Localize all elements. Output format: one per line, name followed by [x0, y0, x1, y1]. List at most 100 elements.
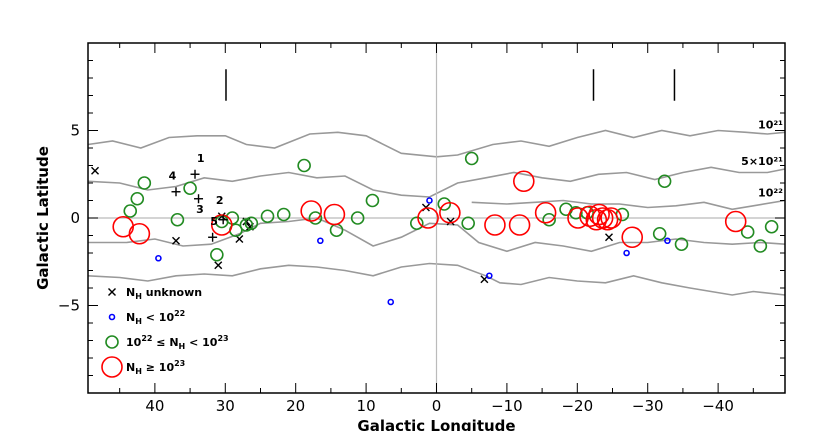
data-point — [464, 151, 479, 166]
data-point — [137, 176, 152, 190]
data-point — [210, 214, 233, 236]
legend-sup: 22 — [174, 309, 185, 318]
x-stroke — [235, 235, 244, 243]
contour-label: 5×10²¹ — [741, 155, 783, 168]
data-point — [214, 261, 223, 270]
data-point — [426, 197, 433, 204]
data-point — [350, 211, 365, 225]
y-tick-label: −5 — [58, 297, 80, 315]
x-tick-label: 40 — [145, 397, 164, 415]
data-point — [317, 237, 324, 245]
data-point — [674, 237, 689, 252]
data-point — [508, 214, 531, 236]
data-point — [753, 239, 768, 253]
legend-marker — [108, 288, 116, 296]
data-point — [387, 298, 395, 306]
data-point — [579, 205, 601, 228]
data-point — [652, 226, 667, 241]
data-point — [308, 211, 323, 225]
contour-line — [87, 166, 786, 198]
data-point — [297, 158, 311, 173]
data-point — [112, 215, 135, 238]
x-tick-label: 10 — [357, 397, 376, 415]
x-tick-label: 30 — [216, 397, 235, 415]
numbered-labels: 1 4 32 5 — [169, 152, 224, 228]
data-point — [417, 207, 439, 229]
source-number-label: 4 — [169, 170, 177, 183]
contour-line — [87, 129, 786, 158]
data-point — [513, 170, 535, 193]
data-point — [724, 210, 747, 233]
x-tick-label: −30 — [632, 397, 664, 415]
legend-entry: 1022 ≤ NH < 1023 — [126, 334, 229, 351]
x-tick-label: 20 — [286, 397, 305, 415]
x-stroke — [446, 217, 455, 226]
data-point — [567, 207, 589, 229]
legend-marker — [101, 356, 123, 378]
data-point — [244, 216, 259, 231]
x-stroke — [604, 233, 613, 242]
data-point — [409, 216, 424, 231]
legend-text-part: ≥ 10 — [142, 361, 175, 374]
legend-marker — [108, 313, 116, 321]
data-point — [764, 219, 779, 234]
zero-lines — [88, 43, 785, 393]
data-point — [130, 191, 145, 206]
contour-line — [87, 262, 786, 296]
data-point — [300, 200, 322, 222]
data-point — [657, 174, 672, 189]
legend-entry: NH ≥ 1023 — [126, 359, 185, 376]
contour-label: 10²² — [758, 187, 783, 200]
data-point — [484, 214, 506, 236]
data-point — [171, 187, 181, 197]
legend-text-part: unknown — [142, 286, 202, 299]
x-tick-label: −40 — [702, 397, 734, 415]
data-point — [210, 247, 224, 262]
legend-entry: NH unknown — [126, 286, 202, 301]
data-point — [596, 208, 619, 231]
data-point — [621, 226, 644, 249]
contour-line — [88, 217, 786, 253]
x-stroke — [172, 236, 181, 245]
data-point — [323, 203, 346, 226]
data-point — [623, 249, 630, 257]
source-number-label: 5 — [210, 215, 218, 228]
data-point — [183, 181, 197, 196]
data-point — [218, 215, 228, 225]
data-points — [91, 151, 779, 306]
series-circle — [123, 151, 779, 262]
data-point — [534, 201, 557, 224]
series-plus — [171, 169, 228, 242]
vertical-markers — [225, 69, 676, 101]
legend-sub: H — [135, 367, 142, 376]
source-number-label: 1 — [197, 152, 205, 165]
data-point — [664, 237, 671, 245]
contour-line — [471, 199, 786, 211]
legend-sup: 23 — [217, 334, 228, 343]
data-point — [276, 207, 291, 222]
legend-text-part: < 10 — [142, 311, 175, 324]
legend-text-part: N — [126, 311, 135, 324]
x-tick-label: −10 — [491, 397, 523, 415]
x-stroke — [214, 261, 223, 270]
legend-entry: NH < 1022 — [126, 309, 185, 326]
x-tick-label: −20 — [561, 397, 593, 415]
data-point — [123, 204, 138, 218]
data-point — [365, 193, 380, 208]
series-x — [91, 166, 613, 284]
y-axis-title: Galactic Latitude — [34, 146, 52, 290]
x-stroke — [91, 166, 100, 175]
x-axis-title: Galactic Longitude — [357, 417, 515, 431]
data-point — [260, 209, 275, 224]
data-point — [91, 166, 100, 175]
data-point — [446, 217, 455, 226]
legend-sup: 22 — [141, 334, 152, 343]
legend-marker — [105, 335, 119, 349]
source-number-label: 3 — [196, 203, 204, 216]
data-point — [208, 232, 218, 242]
legend-sub: H — [135, 317, 142, 326]
data-point — [740, 225, 755, 239]
legend-text-part: N — [126, 286, 135, 299]
data-point — [437, 197, 452, 211]
